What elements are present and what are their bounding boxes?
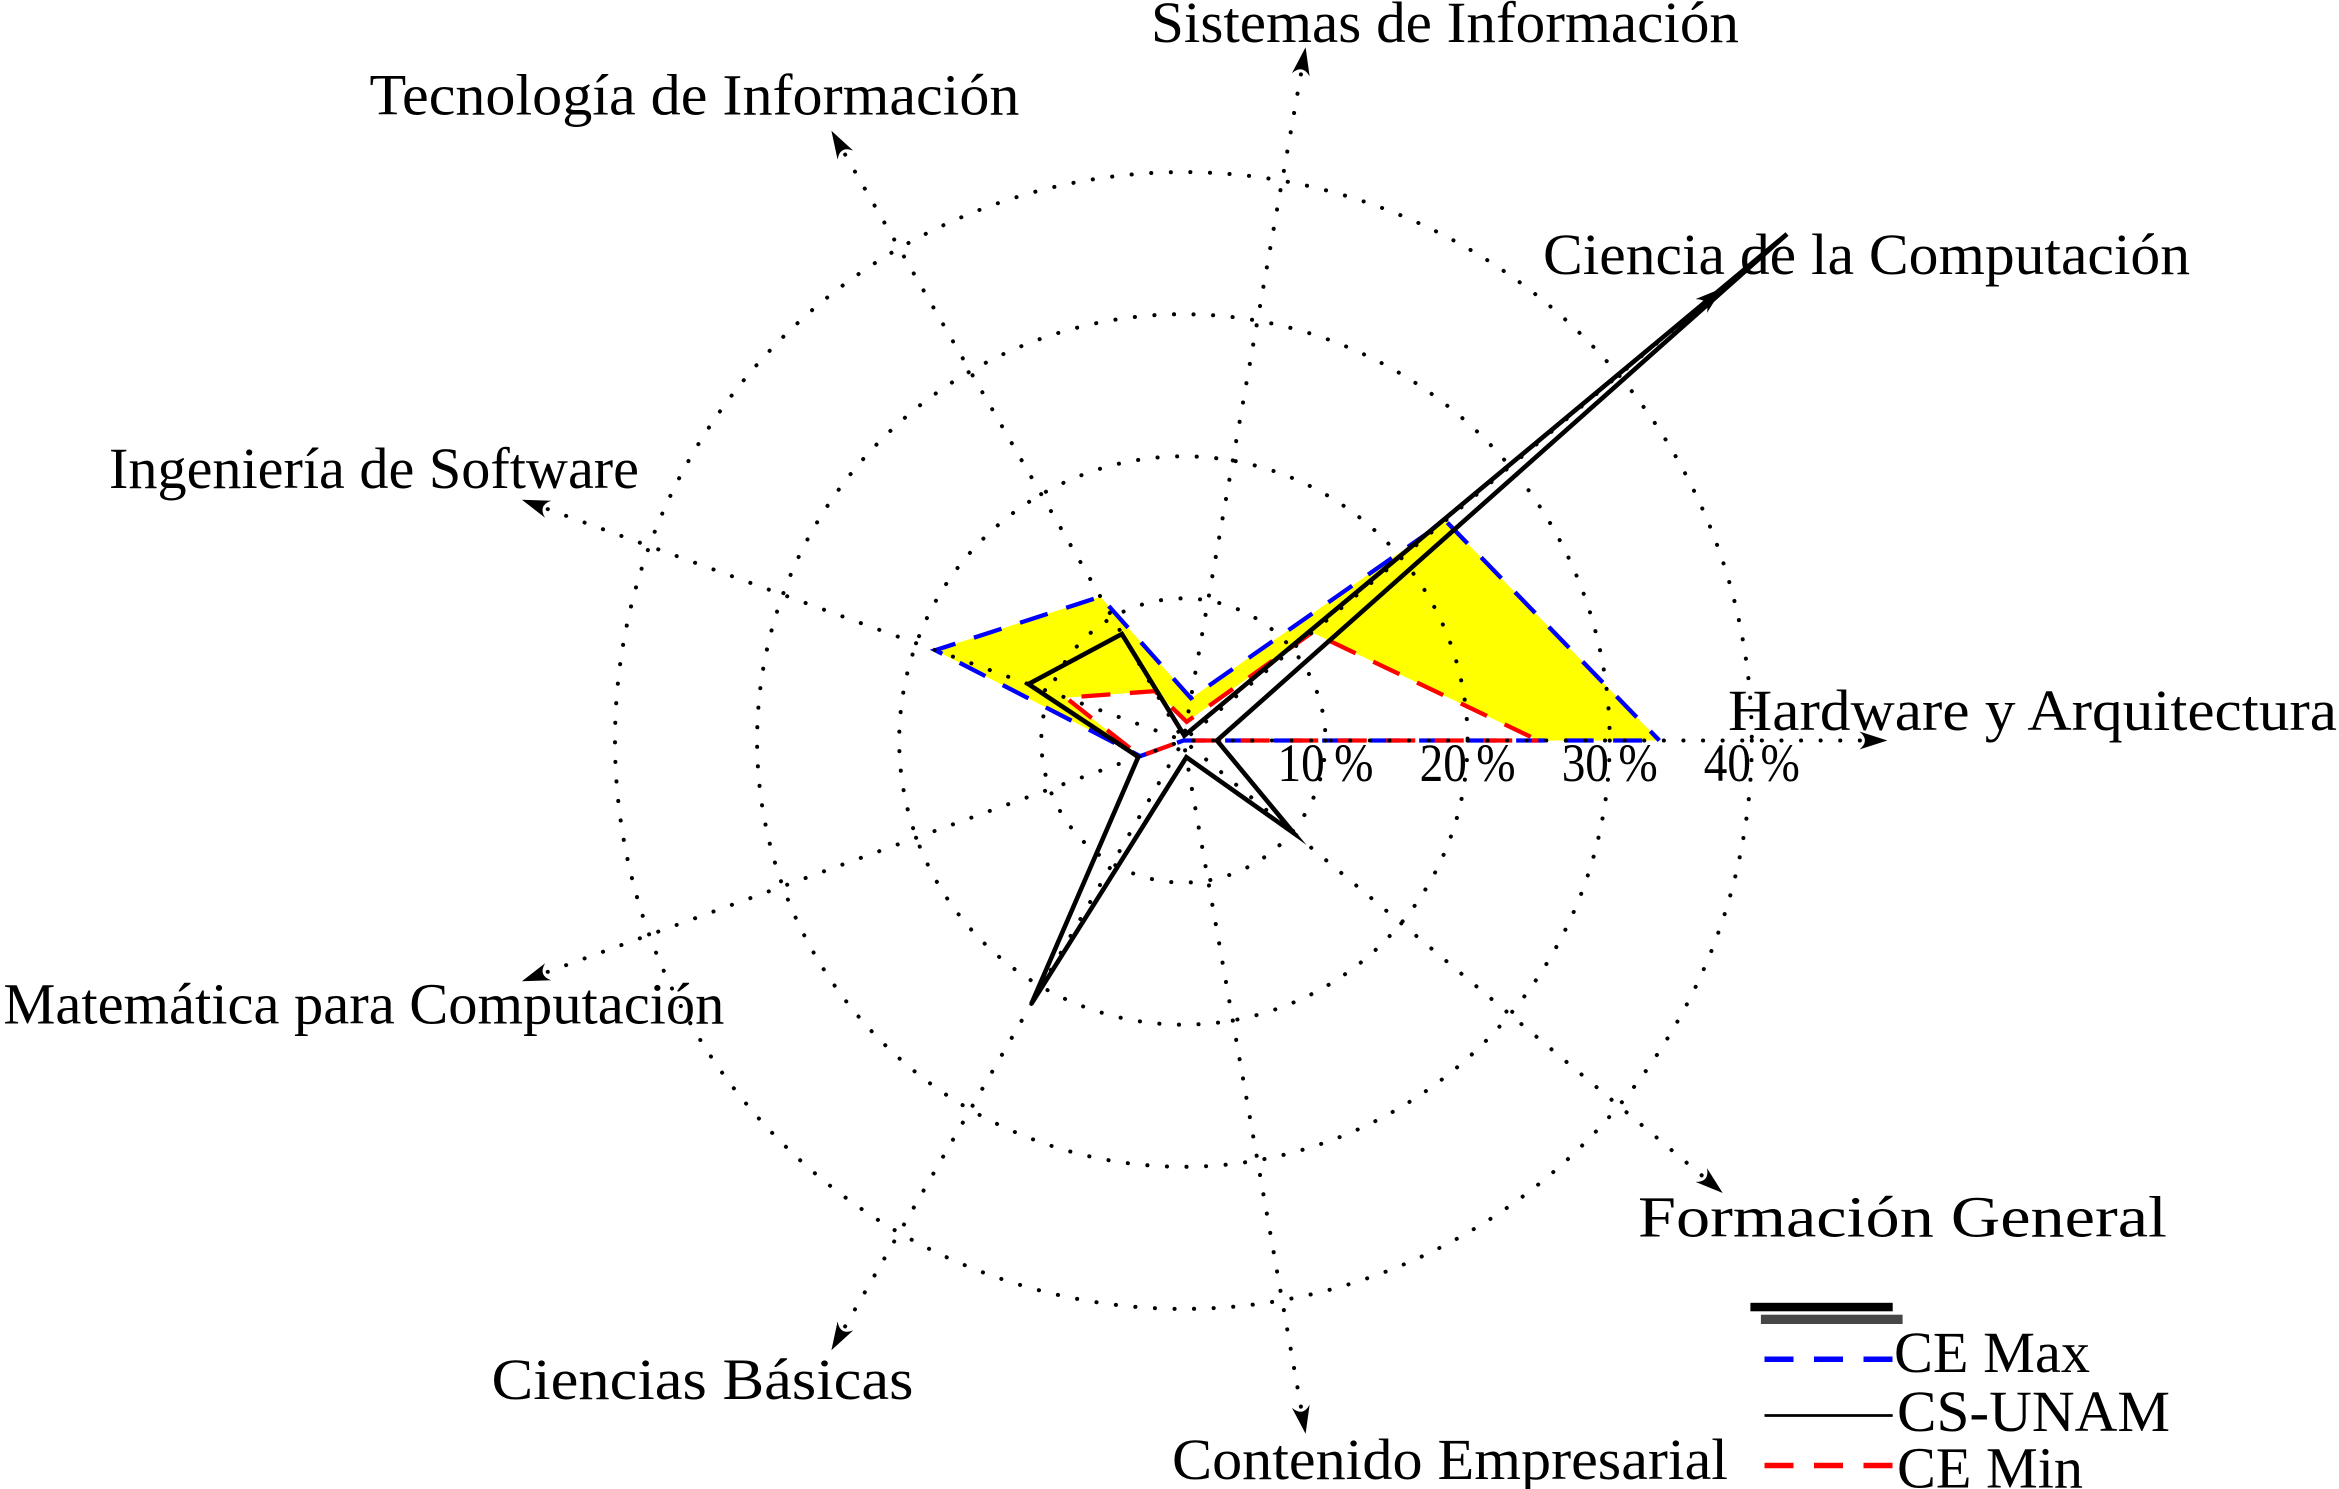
svg-text:Ciencias Básicas: Ciencias Básicas: [492, 1347, 914, 1412]
svg-text:Sistemas de Información: Sistemas de Información: [1151, 0, 1739, 55]
svg-text:Ingeniería de Software: Ingeniería de Software: [109, 436, 639, 501]
svg-text:Tecnología de Información: Tecnología de Información: [370, 62, 1020, 127]
svg-text:20 %: 20 %: [1420, 733, 1516, 793]
svg-text:Matemática para Computación: Matemática para Computación: [3, 971, 724, 1036]
svg-text:10 %: 10 %: [1278, 733, 1374, 793]
svg-text:Contenido Empresarial: Contenido Empresarial: [1172, 1427, 1728, 1489]
svg-text:30 %: 30 %: [1562, 733, 1658, 793]
svg-text:Hardware y Arquitectura: Hardware y Arquitectura: [1728, 678, 2337, 743]
svg-text:CE Max: CE Max: [1894, 1320, 2090, 1385]
svg-text:CE Min: CE Min: [1897, 1436, 2083, 1489]
svg-text:40 %: 40 %: [1704, 733, 1800, 793]
svg-text:Formación General: Formación General: [1638, 1185, 2167, 1250]
svg-text:Ciencia de la Computación: Ciencia de la Computación: [1543, 222, 2190, 287]
svg-text:CS-UNAM: CS-UNAM: [1897, 1379, 2170, 1444]
